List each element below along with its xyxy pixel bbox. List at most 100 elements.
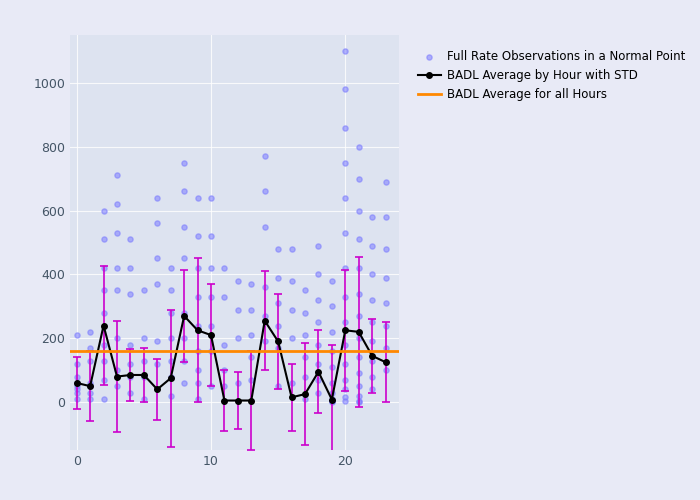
Full Rate Observations in a Normal Point — [125, 372, 136, 380]
Full Rate Observations in a Normal Point — [367, 386, 378, 394]
Full Rate Observations in a Normal Point — [340, 376, 351, 384]
BADL Average by Hour with STD — [354, 329, 363, 335]
Full Rate Observations in a Normal Point — [85, 395, 96, 403]
Legend: Full Rate Observations in a Normal Point, BADL Average by Hour with STD, BADL Av: Full Rate Observations in a Normal Point… — [408, 41, 695, 110]
Full Rate Observations in a Normal Point — [71, 395, 83, 403]
BADL Average by Hour with STD — [180, 313, 188, 319]
Full Rate Observations in a Normal Point — [139, 372, 150, 380]
BADL Average by Hour with STD — [220, 398, 229, 404]
Full Rate Observations in a Normal Point — [111, 382, 122, 390]
Full Rate Observations in a Normal Point — [326, 388, 337, 396]
Full Rate Observations in a Normal Point — [300, 286, 311, 294]
Full Rate Observations in a Normal Point — [111, 366, 122, 374]
Full Rate Observations in a Normal Point — [353, 398, 364, 406]
Full Rate Observations in a Normal Point — [178, 158, 190, 166]
Full Rate Observations in a Normal Point — [340, 229, 351, 237]
Full Rate Observations in a Normal Point — [259, 152, 270, 160]
Full Rate Observations in a Normal Point — [71, 372, 83, 380]
Full Rate Observations in a Normal Point — [313, 296, 324, 304]
Full Rate Observations in a Normal Point — [353, 206, 364, 214]
Full Rate Observations in a Normal Point — [178, 188, 190, 196]
BADL Average by Hour with STD — [206, 332, 215, 338]
Full Rate Observations in a Normal Point — [85, 388, 96, 396]
Full Rate Observations in a Normal Point — [192, 379, 203, 387]
Full Rate Observations in a Normal Point — [367, 372, 378, 380]
Full Rate Observations in a Normal Point — [272, 299, 284, 307]
Full Rate Observations in a Normal Point — [340, 394, 351, 402]
Full Rate Observations in a Normal Point — [85, 382, 96, 390]
Full Rate Observations in a Normal Point — [111, 334, 122, 342]
Full Rate Observations in a Normal Point — [380, 366, 391, 374]
Full Rate Observations in a Normal Point — [232, 379, 244, 387]
Full Rate Observations in a Normal Point — [139, 286, 150, 294]
BADL Average by Hour with STD — [140, 372, 148, 378]
Full Rate Observations in a Normal Point — [125, 290, 136, 298]
Full Rate Observations in a Normal Point — [367, 213, 378, 221]
BADL Average by Hour with STD — [167, 375, 175, 381]
Full Rate Observations in a Normal Point — [139, 356, 150, 364]
Full Rate Observations in a Normal Point — [259, 312, 270, 320]
Full Rate Observations in a Normal Point — [219, 264, 230, 272]
Full Rate Observations in a Normal Point — [272, 322, 284, 330]
Full Rate Observations in a Normal Point — [165, 308, 176, 316]
Full Rate Observations in a Normal Point — [219, 340, 230, 348]
Full Rate Observations in a Normal Point — [326, 277, 337, 285]
Full Rate Observations in a Normal Point — [300, 331, 311, 339]
Full Rate Observations in a Normal Point — [205, 232, 216, 240]
BADL Average by Hour with STD — [126, 372, 134, 378]
Full Rate Observations in a Normal Point — [205, 264, 216, 272]
Full Rate Observations in a Normal Point — [353, 334, 364, 342]
Full Rate Observations in a Normal Point — [219, 382, 230, 390]
Full Rate Observations in a Normal Point — [380, 344, 391, 352]
Full Rate Observations in a Normal Point — [232, 306, 244, 314]
Full Rate Observations in a Normal Point — [246, 331, 257, 339]
Full Rate Observations in a Normal Point — [353, 290, 364, 298]
Full Rate Observations in a Normal Point — [326, 328, 337, 336]
Full Rate Observations in a Normal Point — [353, 236, 364, 244]
Full Rate Observations in a Normal Point — [125, 360, 136, 368]
Full Rate Observations in a Normal Point — [192, 347, 203, 355]
Full Rate Observations in a Normal Point — [152, 194, 163, 202]
Full Rate Observations in a Normal Point — [246, 376, 257, 384]
Full Rate Observations in a Normal Point — [380, 213, 391, 221]
Full Rate Observations in a Normal Point — [340, 86, 351, 94]
Full Rate Observations in a Normal Point — [272, 382, 284, 390]
Full Rate Observations in a Normal Point — [286, 245, 297, 253]
Full Rate Observations in a Normal Point — [340, 386, 351, 394]
Full Rate Observations in a Normal Point — [367, 270, 378, 278]
Full Rate Observations in a Normal Point — [205, 347, 216, 355]
Full Rate Observations in a Normal Point — [340, 124, 351, 132]
Full Rate Observations in a Normal Point — [85, 379, 96, 387]
Full Rate Observations in a Normal Point — [380, 178, 391, 186]
Full Rate Observations in a Normal Point — [313, 242, 324, 250]
Full Rate Observations in a Normal Point — [286, 379, 297, 387]
BADL Average by Hour with STD — [86, 383, 94, 389]
Full Rate Observations in a Normal Point — [353, 354, 364, 362]
Full Rate Observations in a Normal Point — [326, 302, 337, 310]
Line: BADL Average by Hour with STD: BADL Average by Hour with STD — [74, 313, 389, 404]
Full Rate Observations in a Normal Point — [286, 306, 297, 314]
Full Rate Observations in a Normal Point — [205, 293, 216, 301]
BADL Average by Hour with STD — [234, 398, 242, 404]
BADL Average by Hour with STD — [368, 353, 377, 359]
Full Rate Observations in a Normal Point — [71, 360, 83, 368]
Full Rate Observations in a Normal Point — [192, 232, 203, 240]
Full Rate Observations in a Normal Point — [326, 347, 337, 355]
Full Rate Observations in a Normal Point — [178, 308, 190, 316]
Full Rate Observations in a Normal Point — [85, 356, 96, 364]
Full Rate Observations in a Normal Point — [246, 280, 257, 288]
Full Rate Observations in a Normal Point — [340, 293, 351, 301]
Full Rate Observations in a Normal Point — [192, 322, 203, 330]
Full Rate Observations in a Normal Point — [98, 340, 109, 348]
Full Rate Observations in a Normal Point — [111, 229, 122, 237]
Full Rate Observations in a Normal Point — [98, 206, 109, 214]
Full Rate Observations in a Normal Point — [353, 174, 364, 182]
BADL Average by Hour with STD — [113, 374, 121, 380]
Full Rate Observations in a Normal Point — [205, 194, 216, 202]
Full Rate Observations in a Normal Point — [326, 363, 337, 371]
Full Rate Observations in a Normal Point — [232, 277, 244, 285]
BADL Average by Hour with STD — [301, 391, 309, 397]
Full Rate Observations in a Normal Point — [192, 395, 203, 403]
Full Rate Observations in a Normal Point — [139, 395, 150, 403]
Full Rate Observations in a Normal Point — [178, 254, 190, 262]
